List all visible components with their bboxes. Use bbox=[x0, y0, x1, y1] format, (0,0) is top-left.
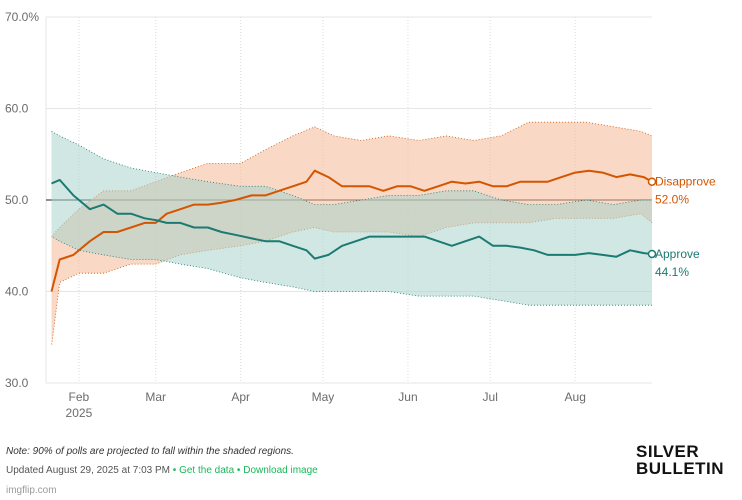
line-approve bbox=[51, 178, 653, 260]
band-upper-edge-approve bbox=[51, 131, 652, 206]
y-tick-label: 70.0% bbox=[5, 10, 39, 24]
end-label-value-approve: 44.1% bbox=[655, 265, 689, 279]
x-tick-label: Jun bbox=[398, 390, 417, 404]
x-tick-year-label: 2025 bbox=[66, 406, 93, 420]
x-tick-label: Jul bbox=[483, 390, 498, 404]
get-data-link[interactable]: Get the data bbox=[179, 465, 235, 476]
confidence-bands bbox=[51, 121, 653, 347]
updated-line: Updated August 29, 2025 at 7:03 PM • Get… bbox=[6, 465, 318, 476]
band-lower-edge-approve bbox=[51, 236, 652, 306]
end-marker-approve bbox=[647, 249, 657, 259]
end-label-name-approve: Approve bbox=[655, 247, 700, 261]
end-marker-disapprove bbox=[647, 177, 657, 186]
separator-dot: • bbox=[172, 465, 177, 476]
download-image-link[interactable]: Download image bbox=[243, 465, 318, 476]
y-tick-label: 30.0 bbox=[5, 376, 29, 390]
y-tick-label: 60.0 bbox=[5, 102, 29, 116]
x-tick-label: Apr bbox=[231, 390, 250, 404]
y-tick-label: 40.0 bbox=[5, 285, 29, 299]
trend-lines bbox=[50, 169, 657, 292]
chart-note: Note: 90% of polls are projected to fall… bbox=[6, 446, 294, 457]
x-tick-label: Feb bbox=[69, 390, 90, 404]
end-label-value-disapprove: 52.0% bbox=[655, 193, 689, 207]
end-label-name-disapprove: Disapprove bbox=[655, 175, 716, 189]
approval-chart: 30.0 40.0 50.0 60.0 70.0% Feb 2025 Mar Apr May Jun… bbox=[5, 10, 716, 420]
end-labels: Disapprove 52.0% Approve 44.1% bbox=[655, 175, 716, 279]
logo-line-2: BULLETIN bbox=[636, 459, 725, 478]
logo-line-1: SILVER bbox=[636, 442, 700, 461]
x-tick-label: Aug bbox=[565, 390, 586, 404]
updated-timestamp: Updated August 29, 2025 at 7:03 PM bbox=[6, 465, 171, 476]
silver-bulletin-logo[interactable]: SILVER BULLETIN bbox=[636, 443, 724, 477]
band-disapprove bbox=[51, 122, 652, 347]
imgflip-watermark: imgflip.com bbox=[6, 485, 57, 496]
line-disapprove bbox=[50, 169, 653, 292]
x-tick-label: May bbox=[312, 390, 335, 404]
x-tick-label: Mar bbox=[145, 390, 166, 404]
y-tick-label: 50.0 bbox=[5, 193, 29, 207]
axis-labels: 30.0 40.0 50.0 60.0 70.0% Feb 2025 Mar Apr May Jun… bbox=[5, 10, 586, 420]
band-approve bbox=[51, 131, 652, 306]
separator-dot: • bbox=[236, 465, 241, 476]
